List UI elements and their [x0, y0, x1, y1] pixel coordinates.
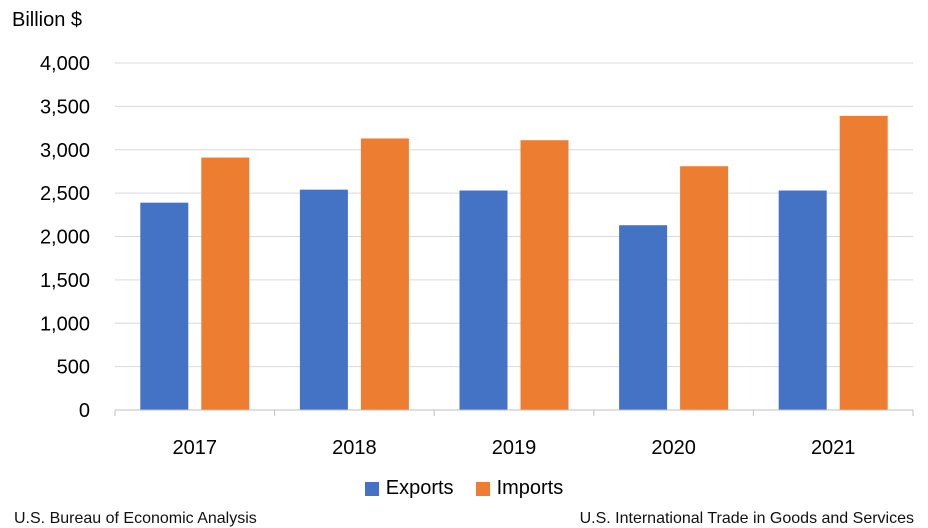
- y-tick-label: 4,000: [40, 53, 90, 75]
- y-tick-label: 3,000: [40, 140, 90, 162]
- bar-exports-2018: [299, 189, 348, 410]
- bar-exports-2021: [778, 190, 827, 410]
- y-tick-label: 500: [57, 357, 90, 379]
- x-tick-label: 2020: [651, 437, 696, 459]
- x-axis: [114, 409, 914, 416]
- y-tick-label: 1,000: [40, 313, 90, 335]
- legend-label-imports: Imports: [496, 477, 564, 499]
- bar-imports-2019: [520, 140, 569, 410]
- legend-swatch-exports: [364, 481, 379, 496]
- y-tick-label: 2,500: [40, 183, 90, 205]
- bar-imports-2021: [839, 115, 888, 410]
- bars: [140, 115, 888, 410]
- source-right: U.S. International Trade in Goods and Se…: [579, 510, 914, 527]
- bar-imports-2017: [201, 157, 250, 410]
- bar-imports-2020: [680, 166, 729, 410]
- legend-item-imports: Imports: [475, 477, 564, 500]
- bar-exports-2019: [459, 190, 508, 410]
- source-left: U.S. Bureau of Economic Analysis: [14, 510, 257, 527]
- legend-label-exports: Exports: [385, 477, 454, 499]
- x-tick-label: 2019: [492, 437, 537, 459]
- bar-imports-2018: [360, 138, 409, 410]
- y-tick-label: 0: [79, 400, 90, 422]
- y-tick-label: 3,500: [40, 96, 90, 118]
- x-tick-label: 2017: [173, 437, 218, 459]
- legend-swatch-imports: [475, 481, 490, 496]
- x-tick-label: 2021: [811, 437, 856, 459]
- source-notes: U.S. Bureau of Economic Analysis U.S. In…: [14, 510, 914, 528]
- y-tick-label: 2,000: [40, 227, 90, 249]
- x-axis-ticks: 2017 2018 2019 2020 2021: [173, 437, 856, 459]
- legend: Exports Imports: [0, 477, 928, 500]
- x-tick-label: 2018: [332, 437, 377, 459]
- y-axis-label: Billion $: [12, 9, 83, 31]
- y-axis-ticks: 0 500 1,000 1,500 2,000 2,500 3,000 3,500 4,000: [40, 53, 90, 422]
- y-tick-label: 1,500: [40, 270, 90, 292]
- bar-exports-2017: [140, 202, 189, 410]
- bar-exports-2020: [619, 225, 668, 410]
- legend-item-exports: Exports: [364, 477, 454, 500]
